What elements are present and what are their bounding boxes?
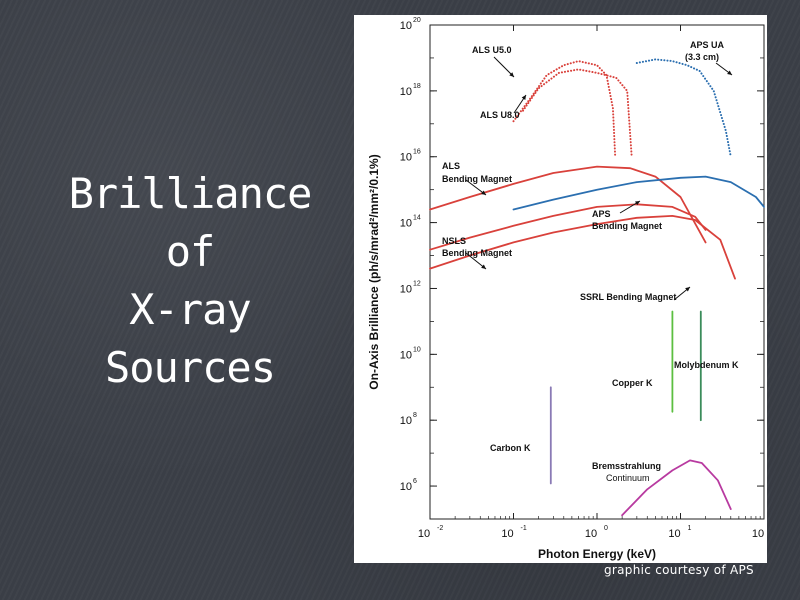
image-credit: graphic courtesy of APS xyxy=(604,563,754,577)
slide-title: Brilliance of X-ray Sources xyxy=(40,165,340,397)
y-tick-label: 10 xyxy=(400,415,412,427)
y-tick-label: 10 xyxy=(400,20,412,32)
chart-annotation: Bending Magnet xyxy=(592,221,662,231)
x-tick-label: 10 xyxy=(668,528,680,540)
y-tick-label-exponent: 6 xyxy=(413,478,417,485)
chart-annotation: Carbon K xyxy=(490,443,531,453)
chart-annotation: ALS xyxy=(442,161,460,171)
annotation-arrow xyxy=(493,56,515,78)
chart-annotation: APS UA xyxy=(690,40,725,50)
plot-frame xyxy=(429,24,765,520)
y-tick-label-exponent: 12 xyxy=(413,280,421,287)
chart-annotation: Bending Magnet xyxy=(442,248,512,258)
x-tick-label-exponent: 0 xyxy=(604,525,608,532)
annotation-arrowhead xyxy=(481,190,486,195)
y-tick-label: 10 xyxy=(400,349,412,361)
annotation-arrowhead xyxy=(481,264,486,269)
series-line-bremsstrahlung-continuum xyxy=(621,459,732,517)
x-axis-title: Photon Energy (keV) xyxy=(538,547,656,561)
annotation-arrowhead xyxy=(521,95,526,100)
y-tick-label: 10 xyxy=(400,86,412,98)
chart-annotation: SSRL Bending Magnet xyxy=(580,292,676,302)
chart-annotation: ALS U8.0 xyxy=(480,110,520,120)
chart-annotation: Bending Magnet xyxy=(442,174,512,184)
annotation-arrowhead xyxy=(685,287,690,292)
y-tick-label: 10 xyxy=(400,481,412,493)
chart-annotation: APS xyxy=(592,209,611,219)
x-tick-label: 10 xyxy=(501,528,513,540)
x-tick-label: 10 xyxy=(585,528,597,540)
series-line-als-u8-0 xyxy=(522,68,633,158)
y-tick-label-exponent: 8 xyxy=(413,412,417,419)
annotation-arrowhead xyxy=(635,201,640,206)
y-tick-label-exponent: 14 xyxy=(413,215,421,222)
series-line-ssrl-bending-magnet xyxy=(429,215,736,280)
series-line-nsls-bending-magnet xyxy=(429,203,707,251)
y-tick-label: 10 xyxy=(400,152,412,164)
y-tick-label-exponent: 10 xyxy=(413,346,421,353)
series-line-aps-bending-magnet xyxy=(512,175,765,211)
x-tick-label: 10 xyxy=(418,528,430,540)
chart-annotation: Molybdenum K xyxy=(674,360,739,370)
brilliance-chart: 10-210-110010110210610810101012101410161… xyxy=(367,17,765,561)
y-tick-label-exponent: 16 xyxy=(413,149,421,156)
chart-annotation: ALS U5.0 xyxy=(472,45,512,55)
chart-annotation: Continuum xyxy=(606,473,650,483)
y-tick-label-exponent: 20 xyxy=(413,17,421,24)
slide-title-line: Sources xyxy=(104,343,276,392)
y-axis-title: On-Axis Brilliance (ph/s/mrad²/mm²/0.1%) xyxy=(367,154,381,389)
x-tick-label-exponent: -2 xyxy=(437,525,443,532)
x-tick-label: 10 xyxy=(752,528,764,540)
chart-annotation: (3.3 cm) xyxy=(685,52,719,62)
y-tick-label: 10 xyxy=(400,283,412,295)
x-tick-label-exponent: -1 xyxy=(521,525,527,532)
annotation-arrowhead xyxy=(509,72,514,77)
series-line-aps-ua-3-3-cm xyxy=(635,58,732,158)
y-tick-label-exponent: 18 xyxy=(413,83,421,90)
brilliance-chart-figure: 10-210-110010110210610810101012101410161… xyxy=(354,15,767,563)
series-line-als-u5-0 xyxy=(512,60,617,158)
chart-annotation: Copper K xyxy=(612,378,653,388)
y-tick-label: 10 xyxy=(400,218,412,230)
slide-title-line: Brilliance of xyxy=(68,169,313,276)
annotation-arrowhead xyxy=(727,70,732,75)
chart-annotation: NSLS xyxy=(442,236,466,246)
chart-annotation: Bremsstrahlung xyxy=(592,461,661,471)
x-tick-label-exponent: 1 xyxy=(688,525,692,532)
slide-title-line: X-ray xyxy=(129,285,251,334)
